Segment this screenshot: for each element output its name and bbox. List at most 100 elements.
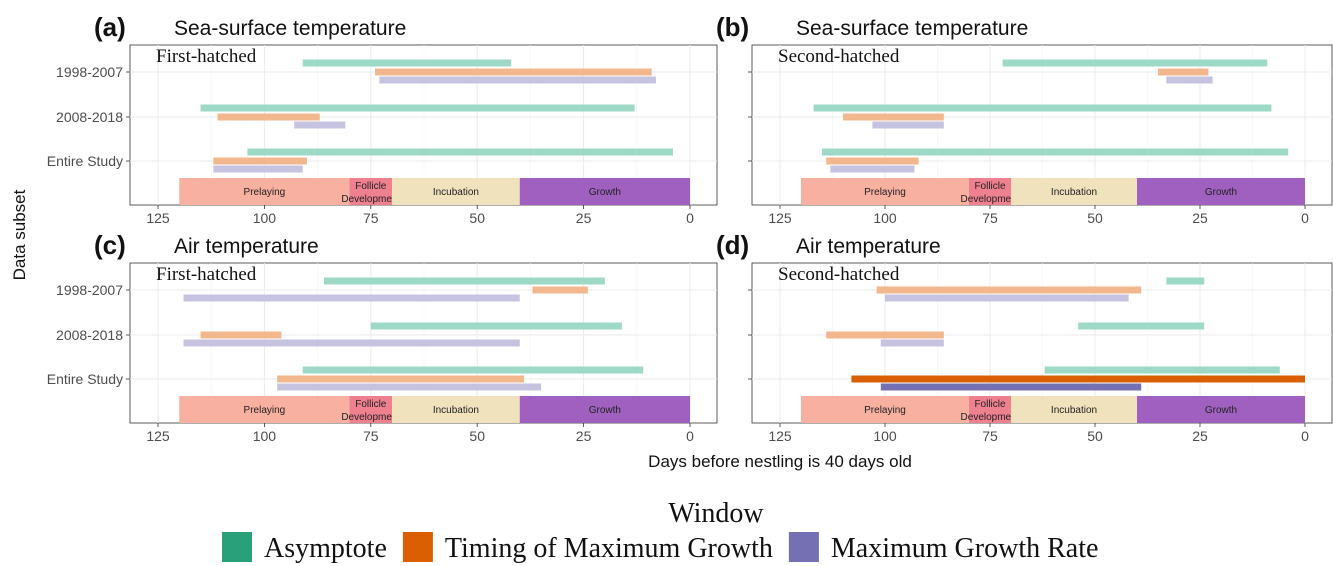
y-axis-label: Data subset xyxy=(10,189,29,280)
stage-label: Prelaying xyxy=(864,405,906,416)
bar-maximum-growth-rate xyxy=(213,165,303,173)
stage-prelaying xyxy=(801,396,969,423)
x-tick-label: 75 xyxy=(982,428,998,444)
x-tick-label: 125 xyxy=(768,428,792,444)
x-tick-label: 0 xyxy=(686,428,694,444)
panel-b: Prelaying Follicle Development Incubation Gr… xyxy=(716,12,1333,226)
bar-maximum-growth-rate xyxy=(880,339,944,347)
stage-growth xyxy=(519,396,690,423)
bar-timing-of-maximum-growth xyxy=(217,113,320,121)
bar-asymptote xyxy=(247,148,673,156)
stage-prelaying xyxy=(179,178,350,205)
stage-label: Prelaying xyxy=(244,405,286,416)
bar-timing-of-maximum-growth xyxy=(1158,68,1209,76)
x-tick-label: 125 xyxy=(146,428,170,444)
bar-timing-of-maximum-growth xyxy=(200,331,282,339)
panel-title: Air temperature xyxy=(796,235,941,258)
stage-incubation xyxy=(392,178,520,205)
legend: Asymptote Timing of Maximum Growth Maximum… xyxy=(222,532,1098,564)
x-tick-label: 100 xyxy=(873,428,897,444)
stage-label: Development xyxy=(961,194,1020,205)
stage-label: Growth xyxy=(1205,405,1237,416)
stage-label: Development xyxy=(341,412,400,423)
stage-incubation xyxy=(392,396,520,423)
bar-asymptote xyxy=(1166,277,1205,285)
stage-prelaying xyxy=(179,396,350,423)
panel-title: Air temperature xyxy=(174,235,319,258)
legend-label: Maximum Growth Rate xyxy=(831,533,1099,564)
stage-label: Incubation xyxy=(1051,187,1097,198)
x-tick-label: 25 xyxy=(1192,428,1208,444)
stage-label: Prelaying xyxy=(864,187,906,198)
panel-letter: (c) xyxy=(94,230,126,260)
x-tick-label: 0 xyxy=(1301,428,1309,444)
x-axis-label: Days before nestling is 40 days old xyxy=(648,452,912,471)
stage-label: Follicle xyxy=(974,399,1006,410)
stage-label: Development xyxy=(961,412,1020,423)
bar-maximum-growth-rate xyxy=(830,165,915,173)
bar-timing-of-maximum-growth xyxy=(213,157,307,165)
stage-incubation xyxy=(1011,178,1137,205)
bar-timing-of-maximum-growth xyxy=(532,286,588,294)
stage-label: Follicle xyxy=(355,399,387,410)
bar-timing-of-maximum-growth xyxy=(851,375,1305,383)
x-tick-label: 125 xyxy=(146,210,170,226)
x-tick-label: 50 xyxy=(1087,210,1103,226)
x-tick-label: 0 xyxy=(1301,210,1309,226)
stage-label: Follicle xyxy=(355,181,387,192)
bar-timing-of-maximum-growth xyxy=(826,331,944,339)
bar-asymptote xyxy=(370,322,622,330)
x-tick-label: 25 xyxy=(576,428,592,444)
panel-letter: (a) xyxy=(94,12,126,42)
x-tick-label: 50 xyxy=(1087,428,1103,444)
legend-key-timing-of-maximum-growth xyxy=(402,532,433,562)
panel-subtitle: Second-hatched xyxy=(778,46,900,67)
bar-timing-of-maximum-growth xyxy=(375,68,652,76)
legend-key-asymptote xyxy=(222,532,252,562)
y-tick-label: Entire Study xyxy=(47,371,123,387)
stage-incubation xyxy=(1011,396,1137,423)
bar-maximum-growth-rate xyxy=(872,121,944,129)
panel-title: Sea-surface temperature xyxy=(796,17,1028,40)
panel-subtitle: Second-hatched xyxy=(778,264,900,285)
bar-asymptote xyxy=(1078,322,1205,330)
x-tick-label: 100 xyxy=(253,428,277,444)
stage-follicle xyxy=(969,178,1011,205)
bar-timing-of-maximum-growth xyxy=(876,286,1142,294)
bar-maximum-growth-rate xyxy=(885,294,1129,302)
x-tick-label: 75 xyxy=(982,210,998,226)
stage-label: Prelaying xyxy=(244,187,286,198)
x-tick-label: 0 xyxy=(686,210,694,226)
stage-label: Incubation xyxy=(433,187,479,198)
panel-subtitle: First-hatched xyxy=(156,264,257,285)
bar-asymptote xyxy=(1002,59,1268,67)
stage-label: Growth xyxy=(1205,187,1237,198)
stage-growth xyxy=(1137,396,1305,423)
bar-timing-of-maximum-growth xyxy=(843,113,944,121)
stage-label: Follicle xyxy=(974,181,1006,192)
y-tick-label: 1998-2007 xyxy=(56,64,123,80)
legend-title: Window xyxy=(668,498,764,529)
bar-maximum-growth-rate xyxy=(379,76,656,84)
panel-letter: (d) xyxy=(716,230,749,260)
x-tick-label: 50 xyxy=(469,210,485,226)
bar-asymptote xyxy=(302,366,644,374)
stage-follicle xyxy=(969,396,1011,423)
bar-maximum-growth-rate xyxy=(294,121,346,129)
bar-asymptote xyxy=(822,148,1289,156)
bar-timing-of-maximum-growth xyxy=(826,157,919,165)
x-tick-label: 100 xyxy=(253,210,277,226)
panel-subtitle: First-hatched xyxy=(156,46,257,67)
bar-maximum-growth-rate xyxy=(183,339,520,347)
stage-label: Development xyxy=(341,194,400,205)
bar-maximum-growth-rate xyxy=(277,383,542,391)
panel-c: Prelaying Follicle Development Incubation Gr… xyxy=(47,230,718,444)
stage-growth xyxy=(519,178,690,205)
x-tick-label: 100 xyxy=(873,210,897,226)
stage-growth xyxy=(1137,178,1305,205)
y-tick-label: 2008-2018 xyxy=(56,109,123,125)
legend-key-maximum-growth-rate xyxy=(788,532,819,562)
x-tick-label: 25 xyxy=(576,210,592,226)
panel-d: Prelaying Follicle Development Incubation Gr… xyxy=(716,230,1333,444)
